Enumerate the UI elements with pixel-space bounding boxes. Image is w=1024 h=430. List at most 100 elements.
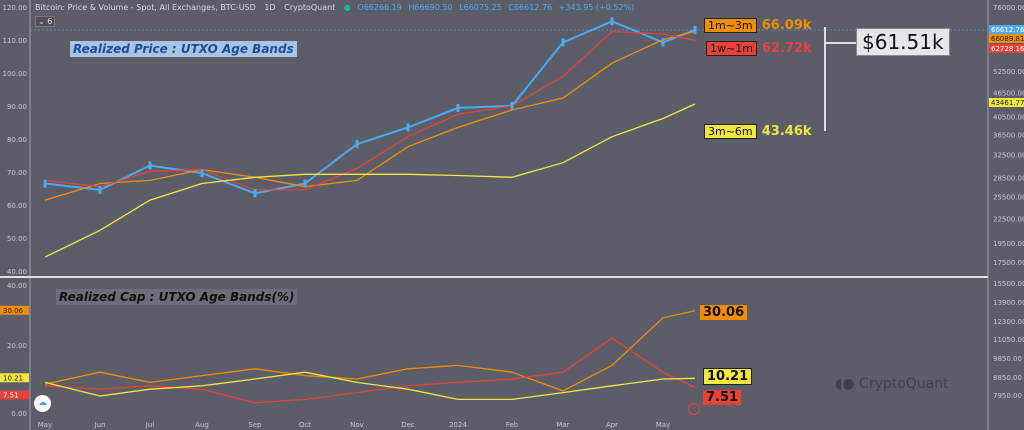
annotation-1w-1m: 1w~1m 62.72k bbox=[706, 37, 812, 56]
right-tick-label: 32500.00 bbox=[993, 152, 1024, 160]
indicator-count: 6 bbox=[47, 17, 53, 26]
candle bbox=[148, 161, 152, 170]
price-label-bg bbox=[989, 44, 1024, 53]
x-tick-label: Aug bbox=[195, 421, 209, 429]
ann-label: 3m~6m bbox=[704, 124, 757, 139]
x-tick-label: Jul bbox=[145, 421, 155, 429]
average-bracket-arm bbox=[824, 42, 856, 44]
pct-line-3m-6m bbox=[44, 371, 696, 401]
left-tick-label: 0.00 bbox=[11, 410, 27, 418]
right-tick-label: 15500.00 bbox=[993, 280, 1024, 288]
ann-label: 1w~1m bbox=[706, 41, 757, 56]
x-tick-label: Jun bbox=[94, 421, 106, 429]
right-tick-label: 9850.00 bbox=[993, 355, 1022, 363]
left-tick-label: 100.00 bbox=[3, 70, 28, 78]
price-label-bg bbox=[989, 34, 1024, 43]
ann-value: 62.72k bbox=[762, 41, 812, 56]
candle bbox=[693, 25, 697, 34]
pct-line-1m-3m bbox=[44, 310, 696, 392]
alert-icon[interactable]: ! bbox=[688, 403, 700, 415]
price-label: 62728.16 bbox=[991, 45, 1024, 53]
right-tick-label: 22500.00 bbox=[993, 215, 1024, 223]
cryptoquant-logo-icon: ◖● bbox=[835, 376, 855, 392]
right-tick-label: 17500.00 bbox=[993, 259, 1024, 267]
left-value-label: 7.51 bbox=[3, 391, 19, 399]
line-1w-1m bbox=[44, 30, 696, 191]
line-3m-6m bbox=[44, 103, 696, 258]
line-1m-3m bbox=[44, 30, 696, 201]
price-label-bg bbox=[989, 25, 1024, 34]
right-tick-label: 12300.00 bbox=[993, 318, 1024, 326]
annotation-1m-3m: 1m~3m 66.09k bbox=[704, 14, 812, 33]
bottom-ann-1w-1m: 7.51 bbox=[703, 390, 742, 405]
price-label-bg bbox=[989, 98, 1024, 107]
right-tick-label: 19500.00 bbox=[993, 240, 1024, 248]
x-tick-label: Sep bbox=[248, 421, 262, 429]
bottom-ann-3m-6m: 10.21 bbox=[703, 368, 753, 385]
left-tick-label: 20.00 bbox=[7, 342, 27, 350]
left-value-label-bg bbox=[0, 373, 29, 383]
average-bracket bbox=[824, 27, 826, 131]
candle bbox=[610, 17, 614, 26]
candle bbox=[253, 189, 257, 198]
top-title: Realized Price : UTXO Age Bands bbox=[70, 41, 297, 57]
x-tick-label: May bbox=[38, 421, 52, 429]
ohlc-high: H66690.50 bbox=[408, 3, 453, 12]
pct-line-1w-1m bbox=[44, 337, 696, 404]
candle bbox=[510, 101, 514, 110]
x-tick-label: Mar bbox=[556, 421, 569, 429]
price-label: 66612.76 bbox=[991, 26, 1024, 34]
candle bbox=[200, 169, 204, 178]
left-value-label-bg bbox=[0, 390, 29, 400]
collapse-indicators-button[interactable]: ⌄ 6 bbox=[35, 16, 56, 27]
left-tick-label: 50.00 bbox=[7, 235, 27, 243]
candle bbox=[661, 38, 665, 47]
left-value-label: 30.06 bbox=[3, 307, 24, 315]
left-value-label-bg bbox=[0, 305, 29, 315]
ohlc-low: L66075.25 bbox=[459, 3, 502, 12]
right-tick-label: 7950.00 bbox=[993, 392, 1022, 400]
candle bbox=[456, 103, 460, 112]
ann-value: 43.46k bbox=[761, 124, 812, 139]
left-tick-label: 60.00 bbox=[7, 202, 27, 210]
candle bbox=[43, 179, 47, 188]
x-tick-label: May bbox=[656, 421, 670, 429]
right-tick-label: 25500.00 bbox=[993, 194, 1024, 202]
cryptoquant-watermark: ◖● CryptoQuant bbox=[835, 376, 949, 392]
left-tick-label: 40.00 bbox=[7, 268, 27, 276]
right-tick-label: 76000.00 bbox=[993, 4, 1024, 12]
ohlc-change: +343.95 (+0.52%) bbox=[558, 3, 635, 12]
bottom-ann-1m-3m: 30.06 bbox=[700, 305, 748, 320]
ohlc-open: O66266.19 bbox=[357, 3, 402, 12]
ann-label: 1m~3m bbox=[704, 18, 757, 33]
candle bbox=[561, 38, 565, 47]
left-tick-label: 70.00 bbox=[7, 169, 27, 177]
right-tick-label: 52500.00 bbox=[993, 68, 1024, 76]
right-tick-label: 8850.00 bbox=[993, 374, 1022, 382]
ohlc-close: C66612.76 bbox=[508, 3, 553, 12]
line-price bbox=[44, 20, 696, 195]
right-tick-label: 46500.00 bbox=[993, 89, 1024, 97]
candle bbox=[98, 185, 102, 194]
x-tick-label: Dec bbox=[401, 421, 415, 429]
right-tick-label: 11050.00 bbox=[993, 336, 1024, 344]
left-tick-label: 80.00 bbox=[7, 136, 27, 144]
annotation-3m-6m: 3m~6m 43.46k bbox=[704, 120, 812, 139]
right-tick-label: 36500.00 bbox=[993, 131, 1024, 139]
chart-header: Bitcoin: Price & Volume - Spot, All Exch… bbox=[35, 3, 634, 12]
status-dot-icon: ● bbox=[343, 3, 351, 12]
watermark-text: CryptoQuant bbox=[859, 376, 949, 392]
candle bbox=[303, 179, 307, 188]
left-tick-label: 90.00 bbox=[7, 103, 27, 111]
x-tick-label: 2024 bbox=[449, 421, 467, 429]
right-tick-label: 13900.00 bbox=[993, 299, 1024, 307]
chart-title: Bitcoin: Price & Volume - Spot, All Exch… bbox=[35, 3, 256, 12]
tradingview-logo-icon[interactable]: ☁ bbox=[34, 395, 51, 412]
interval[interactable]: 1D bbox=[264, 3, 276, 12]
price-label: 66089.81 bbox=[991, 35, 1024, 43]
x-tick-label: Feb bbox=[506, 421, 519, 429]
candle bbox=[355, 140, 359, 149]
left-tick-label: 120.00 bbox=[3, 4, 28, 12]
